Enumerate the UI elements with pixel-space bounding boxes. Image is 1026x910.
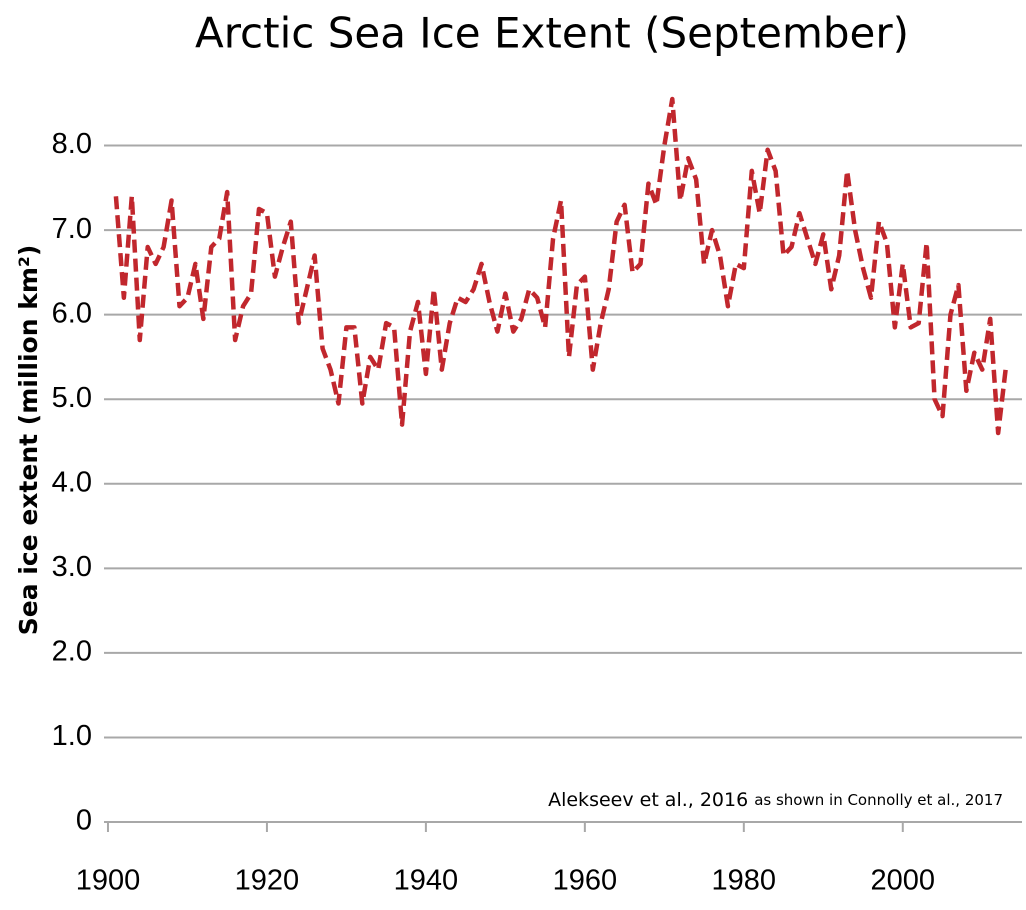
x-tick-label: 1920 xyxy=(235,865,300,897)
y-tick-label: 1.0 xyxy=(52,720,92,752)
x-tick-label: 1980 xyxy=(712,865,777,897)
data-line xyxy=(113,96,1009,436)
source-main: Alekseev et al., 2016 xyxy=(548,789,748,811)
y-tick-label: 3.0 xyxy=(52,551,92,583)
x-tick-label: 2000 xyxy=(871,865,936,897)
y-tick-label: 8.0 xyxy=(52,128,92,160)
y-tick-label: 4.0 xyxy=(52,466,92,498)
x-tick-label: 1940 xyxy=(394,865,459,897)
x-tick-label: 1900 xyxy=(76,865,141,897)
y-axis-label: Sea ice extent (million km²) xyxy=(14,245,43,636)
source-secondary: as shown in Connolly et al., 2017 xyxy=(754,791,1003,809)
y-tick-label: 7.0 xyxy=(52,213,92,245)
y-tick-label: 6.0 xyxy=(52,297,92,329)
x-tick-label: 1960 xyxy=(553,865,618,897)
chart-title: Arctic Sea Ice Extent (September) xyxy=(195,9,909,58)
y-tick-label: 0 xyxy=(76,805,92,837)
source-note: Alekseev et al., 2016 as shown in Connoll… xyxy=(548,789,1003,811)
y-tick-label: 2.0 xyxy=(52,636,92,668)
y-tick-label: 5.0 xyxy=(52,382,92,414)
